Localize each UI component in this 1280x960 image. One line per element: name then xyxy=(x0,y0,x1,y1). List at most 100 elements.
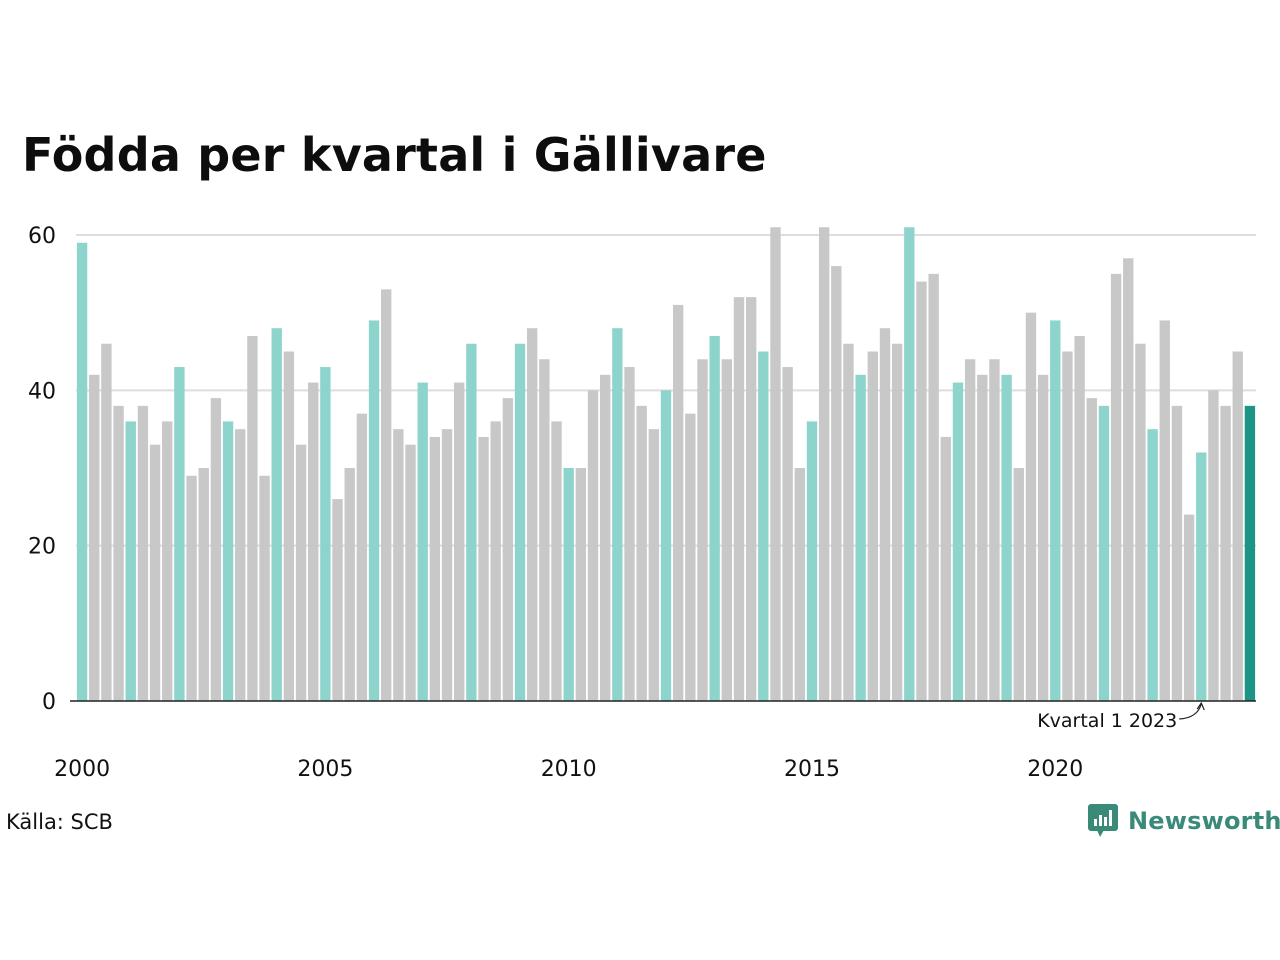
bar xyxy=(1232,351,1243,701)
bar xyxy=(1171,405,1183,701)
bar xyxy=(843,343,854,701)
bar xyxy=(1110,273,1122,701)
bar xyxy=(502,398,514,701)
bar xyxy=(308,382,319,701)
bar xyxy=(1135,343,1146,701)
bar xyxy=(721,359,732,701)
bar xyxy=(1050,320,1061,701)
bar xyxy=(235,429,246,701)
bar xyxy=(417,382,428,701)
x-tick-label: 2015 xyxy=(784,757,840,782)
bar xyxy=(162,421,173,701)
bar xyxy=(977,374,988,701)
bar xyxy=(818,227,830,702)
bar xyxy=(295,444,307,701)
x-tick-label: 2020 xyxy=(1027,757,1083,782)
bar xyxy=(478,436,489,701)
bar xyxy=(539,359,550,701)
bar xyxy=(989,359,1000,701)
bar xyxy=(1086,398,1097,701)
bar xyxy=(599,374,611,701)
bar xyxy=(879,328,891,701)
bar xyxy=(405,444,416,701)
bar xyxy=(964,359,976,701)
bar xyxy=(247,335,258,701)
x-tick-label: 2010 xyxy=(541,757,597,782)
bar xyxy=(344,468,355,701)
bar xyxy=(393,429,404,701)
bar xyxy=(697,359,708,701)
bar xyxy=(1013,468,1024,701)
y-tick-label: 0 xyxy=(42,690,56,715)
bar xyxy=(940,436,951,701)
bar xyxy=(648,429,660,701)
bar xyxy=(1123,258,1134,701)
bar xyxy=(1220,405,1231,701)
bar xyxy=(1208,390,1219,701)
bar xyxy=(891,343,903,701)
bar xyxy=(368,320,380,701)
bar xyxy=(1098,405,1110,701)
bar xyxy=(222,421,234,701)
bar xyxy=(320,367,331,701)
bar xyxy=(1196,452,1207,701)
bar xyxy=(1244,405,1256,701)
bar xyxy=(101,343,112,701)
bar xyxy=(831,266,842,701)
annotation: Kvartal 1 2023 xyxy=(1037,701,1205,732)
y-tick-label: 20 xyxy=(28,535,56,560)
bar xyxy=(660,390,672,701)
bar xyxy=(186,475,197,701)
source-text: Källa: SCB xyxy=(6,810,113,834)
bar xyxy=(429,436,441,701)
bar xyxy=(758,351,769,701)
bar xyxy=(89,374,100,701)
bar xyxy=(563,468,574,701)
bar xyxy=(672,304,684,701)
bar-chart: 0 20 40 60 2000 2005 2010 2015 2020 Kvartal 1 2… xyxy=(28,224,1256,782)
bar xyxy=(1159,320,1170,701)
bar xyxy=(490,421,501,701)
bar xyxy=(1037,374,1049,701)
x-tick-label: 2005 xyxy=(297,757,353,782)
chart-title: Födda per kvartal i Gällivare xyxy=(22,128,767,182)
annotation-arrow xyxy=(1179,703,1202,720)
bars xyxy=(76,227,1256,702)
bar xyxy=(356,413,368,701)
bar xyxy=(806,421,818,701)
bar xyxy=(685,413,696,701)
bar xyxy=(770,227,781,702)
y-axis-ticks: 0 20 40 60 xyxy=(28,224,56,715)
bar xyxy=(1183,514,1195,701)
bar xyxy=(952,382,964,701)
bar xyxy=(855,374,866,701)
bar xyxy=(125,421,136,701)
bar xyxy=(733,297,745,701)
bar xyxy=(928,273,939,701)
bar xyxy=(514,343,526,701)
bar xyxy=(612,328,623,701)
bar xyxy=(551,421,562,701)
bar xyxy=(1001,374,1012,701)
bar xyxy=(624,367,635,701)
bar xyxy=(1074,335,1085,701)
y-tick-label: 60 xyxy=(28,224,56,249)
bar xyxy=(283,351,295,701)
brand-logo: Newsworthy xyxy=(1088,804,1280,838)
bar xyxy=(210,398,222,701)
bar xyxy=(113,405,124,701)
bar xyxy=(332,499,343,701)
bar xyxy=(381,289,392,701)
bar xyxy=(636,405,647,701)
bar xyxy=(1147,429,1158,701)
bar xyxy=(441,429,453,701)
annotation-arrowhead xyxy=(1196,701,1205,711)
bar xyxy=(466,343,477,701)
bar xyxy=(587,390,599,701)
x-axis-ticks: 2000 2005 2010 2015 2020 xyxy=(54,757,1083,782)
bar xyxy=(575,468,587,701)
newsworthy-logo-icon xyxy=(1088,804,1118,837)
bar xyxy=(916,281,927,701)
bar xyxy=(782,367,793,701)
bar xyxy=(259,475,270,701)
